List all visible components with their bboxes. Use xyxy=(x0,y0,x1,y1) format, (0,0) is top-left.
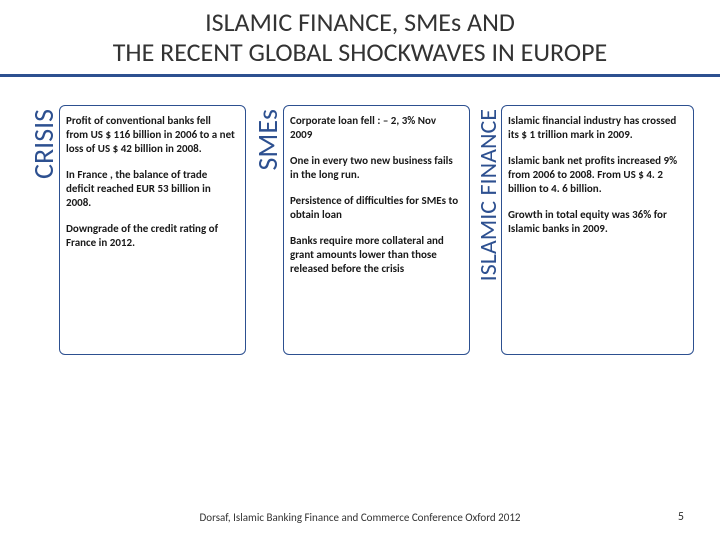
column-label-smes: SMEs xyxy=(250,105,285,174)
crisis-point: In France , the balance of trade deficit… xyxy=(66,168,235,210)
card-islamic-finance: Islamic financial industry has crossed i… xyxy=(501,105,694,355)
title-line-2: THE RECENT GLOBAL SHOCKWAVES IN EUROPE xyxy=(20,38,700,68)
smes-point: Banks require more collateral and grant … xyxy=(290,234,459,276)
islamic-point: Islamic bank net profits increased 9% fr… xyxy=(508,154,683,196)
crisis-point: Profit of conventional banks fell from U… xyxy=(66,114,235,156)
footer-source: Dorsaf, Islamic Banking Finance and Comm… xyxy=(30,511,690,524)
islamic-point: Growth in total equity was 36% for Islam… xyxy=(508,208,683,236)
slide-title: ISLAMIC FINANCE, SMEs AND THE RECENT GLO… xyxy=(0,0,720,77)
column-crisis: CRISIS Profit of conventional banks fell… xyxy=(26,105,246,355)
column-smes: SMEs Corporate loan fell : – 2, 3% Nov 2… xyxy=(250,105,470,355)
islamic-point: Islamic financial industry has crossed i… xyxy=(508,114,683,142)
smes-point: One in every two new business fails in t… xyxy=(290,154,459,182)
column-label-crisis: CRISIS xyxy=(26,105,61,183)
smes-point: Corporate loan fell : – 2, 3% Nov 2009 xyxy=(290,114,459,142)
page-number: 5 xyxy=(678,510,684,524)
card-smes: Corporate loan fell : – 2, 3% Nov 2009 O… xyxy=(283,105,470,355)
slide-footer: Dorsaf, Islamic Banking Finance and Comm… xyxy=(0,511,720,524)
column-islamic-finance: ISLAMIC FINANCE Islamic financial indust… xyxy=(474,105,694,355)
card-crisis: Profit of conventional banks fell from U… xyxy=(59,105,246,355)
columns-container: CRISIS Profit of conventional banks fell… xyxy=(0,77,720,365)
title-line-1: ISLAMIC FINANCE, SMEs AND xyxy=(20,8,700,38)
crisis-point: Downgrade of the credit rating of France… xyxy=(66,222,235,250)
smes-point: Persistence of difficulties for SMEs to … xyxy=(290,194,459,222)
column-label-islamic-finance: ISLAMIC FINANCE xyxy=(474,105,503,285)
